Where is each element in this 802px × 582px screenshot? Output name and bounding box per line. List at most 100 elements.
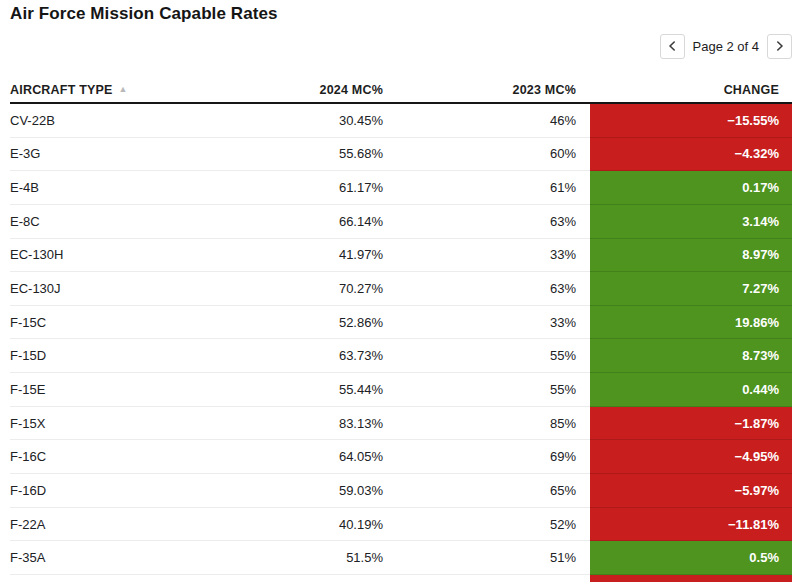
mc-2023-cell: 65% (383, 474, 576, 508)
page-indicator: Page 2 of 4 (693, 39, 760, 54)
column-header-change[interactable]: CHANGE (590, 83, 792, 97)
change-cell: −15.55% (590, 104, 792, 138)
mc-2023-cell (383, 575, 576, 582)
mc-2023-cell: 55% (383, 339, 576, 373)
row-spacer (576, 104, 590, 138)
change-cell: 3.14% (590, 205, 792, 239)
change-cell: 7.27% (590, 272, 792, 306)
change-cell: 0.5% (590, 541, 792, 575)
table-row: E-3G 55.68% 60% −4.32% (10, 138, 792, 172)
sort-ascending-icon: ▲ (119, 85, 128, 94)
change-cell: −4.95% (590, 440, 792, 474)
mc-2024-cell: 61.17% (200, 171, 383, 205)
column-header-aircraft-type[interactable]: AIRCRAFT TYPE ▲ (10, 83, 200, 97)
change-cell: 0.17% (590, 171, 792, 205)
mc-2023-cell: 60% (383, 138, 576, 172)
chevron-left-icon (668, 41, 676, 51)
mc-2024-cell: 30.45% (200, 104, 383, 138)
aircraft-type-cell: E-4B (10, 171, 200, 205)
aircraft-type-cell: F-16D (10, 474, 200, 508)
page-title: Air Force Mission Capable Rates (10, 3, 792, 25)
aircraft-type-cell: F-15E (10, 373, 200, 407)
mc-2024-cell: 55.68% (200, 138, 383, 172)
mc-2024-cell: 63.73% (200, 339, 383, 373)
aircraft-type-cell: E-8C (10, 205, 200, 239)
mc-2023-cell: 52% (383, 508, 576, 542)
table-row: F-22A 40.19% 52% −11.81% (10, 508, 792, 542)
aircraft-type-cell: EC-130J (10, 272, 200, 306)
row-spacer (576, 440, 590, 474)
table-row: CV-22B 30.45% 46% −15.55% (10, 104, 792, 138)
row-spacer (576, 171, 590, 205)
aircraft-type-cell: EC-130H (10, 239, 200, 273)
mc-2024-cell (200, 575, 383, 582)
change-cell: 19.86% (590, 306, 792, 340)
table-row: F-35A 51.5% 51% 0.5% (10, 541, 792, 575)
row-spacer (576, 541, 590, 575)
row-spacer (576, 272, 590, 306)
table-row: F-16C 64.05% 69% −4.95% (10, 440, 792, 474)
change-cell: 0.44% (590, 373, 792, 407)
row-spacer (576, 407, 590, 441)
table-row: F-15E 55.44% 55% 0.44% (10, 373, 792, 407)
aircraft-type-cell: F-22A (10, 508, 200, 542)
aircraft-type-cell: F-16C (10, 440, 200, 474)
mc-2023-cell: 33% (383, 306, 576, 340)
change-cell: −5.97% (590, 474, 792, 508)
aircraft-type-cell (10, 575, 200, 582)
column-header-aircraft-type-label: AIRCRAFT TYPE (10, 83, 113, 97)
row-spacer (576, 474, 590, 508)
table-row: E-4B 61.17% 61% 0.17% (10, 171, 792, 205)
mc-2024-cell: 70.27% (200, 272, 383, 306)
mc-2024-cell: 55.44% (200, 373, 383, 407)
mc-2023-cell: 63% (383, 205, 576, 239)
column-header-change-label: CHANGE (724, 83, 779, 97)
mc-2023-cell: 51% (383, 541, 576, 575)
mc-2024-cell: 59.03% (200, 474, 383, 508)
column-header-2024-mc[interactable]: 2024 MC% (200, 83, 383, 97)
aircraft-type-cell: E-3G (10, 138, 200, 172)
mc-2023-cell: 85% (383, 407, 576, 441)
mc-2024-cell: 83.13% (200, 407, 383, 441)
mc-2023-cell: 63% (383, 272, 576, 306)
row-spacer (576, 306, 590, 340)
table-row: EC-130H 41.97% 33% 8.97% (10, 239, 792, 273)
aircraft-type-cell: F-35A (10, 541, 200, 575)
change-cell: 8.73% (590, 339, 792, 373)
table-row: EC-130J 70.27% 63% 7.27% (10, 272, 792, 306)
change-cell: −4.32% (590, 138, 792, 172)
change-cell: −1.87% (590, 407, 792, 441)
mc-2023-cell: 61% (383, 171, 576, 205)
row-spacer (576, 138, 590, 172)
table-row: E-8C 66.14% 63% 3.14% (10, 205, 792, 239)
previous-page-button[interactable] (660, 34, 685, 59)
row-spacer (576, 339, 590, 373)
column-header-2023-mc-label: 2023 MC% (513, 83, 576, 97)
mc-2024-cell: 40.19% (200, 508, 383, 542)
change-cell (590, 575, 792, 582)
row-spacer (576, 373, 590, 407)
table-row: F-15D 63.73% 55% 8.73% (10, 339, 792, 373)
table-row: F-15C 52.86% 33% 19.86% (10, 306, 792, 340)
mc-2023-cell: 46% (383, 104, 576, 138)
table-widget: Air Force Mission Capable Rates Page 2 o… (0, 3, 802, 582)
mc-2024-cell: 64.05% (200, 440, 383, 474)
mc-2024-cell: 52.86% (200, 306, 383, 340)
aircraft-type-cell: F-15D (10, 339, 200, 373)
column-header-2024-mc-label: 2024 MC% (320, 83, 383, 97)
mc-2024-cell: 66.14% (200, 205, 383, 239)
aircraft-type-cell: CV-22B (10, 104, 200, 138)
row-spacer (576, 575, 590, 582)
change-cell: 8.97% (590, 239, 792, 273)
pagination: Page 2 of 4 (10, 33, 792, 59)
table-body: CV-22B 30.45% 46% −15.55% E-3G 55.68% 60… (10, 104, 792, 582)
mc-2024-cell: 51.5% (200, 541, 383, 575)
table-row: F-15X 83.13% 85% −1.87% (10, 407, 792, 441)
change-cell: −11.81% (590, 508, 792, 542)
mc-2023-cell: 33% (383, 239, 576, 273)
table-row (10, 575, 792, 582)
next-page-button[interactable] (767, 34, 792, 59)
aircraft-type-cell: F-15X (10, 407, 200, 441)
column-header-2023-mc[interactable]: 2023 MC% (383, 83, 576, 97)
mc-2023-cell: 69% (383, 440, 576, 474)
